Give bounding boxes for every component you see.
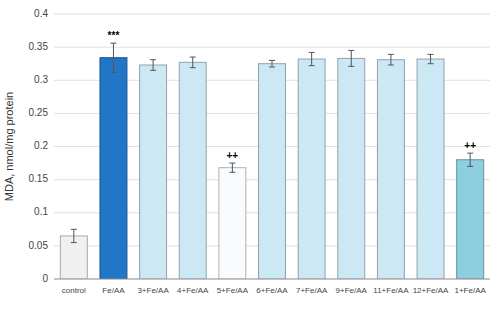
error-cap (229, 172, 235, 173)
annotation: ++ (464, 140, 476, 151)
error-cap (71, 242, 77, 243)
error-cap (110, 43, 116, 44)
y-tick-label: 0.05 (29, 240, 49, 251)
bar (377, 60, 404, 279)
x-axis: control Fe/AA 3+Fe/AA 4+Fe/AA 5+Fe/AA 6+Fe/AA… (62, 286, 487, 295)
error-line (311, 52, 312, 65)
error-cap (428, 54, 434, 55)
error-bar (71, 229, 77, 242)
x-tick-label: 4+Fe/AA (177, 286, 209, 295)
error-cap (309, 52, 315, 53)
x-tick-label: 11+Fe/AA (373, 286, 409, 295)
error-cap (110, 72, 116, 73)
error-bar (348, 50, 354, 66)
annotation: ++ (227, 150, 239, 161)
error-cap (428, 63, 434, 64)
x-tick-label: 9+Fe/AA (336, 286, 368, 295)
error-cap (150, 70, 156, 71)
error-bar (150, 60, 156, 71)
error-bar (229, 163, 235, 172)
annotations: *** ++ ++ (108, 30, 477, 161)
x-tick-label: control (62, 286, 86, 295)
error-line (113, 43, 114, 72)
bars (60, 43, 483, 279)
error-cap (229, 163, 235, 164)
annotation: *** (108, 30, 120, 41)
y-tick-label: 0.15 (29, 173, 49, 184)
error-cap (388, 54, 394, 55)
grid-line (54, 279, 490, 280)
error-bar (269, 60, 275, 67)
bar (259, 64, 286, 279)
error-line (192, 57, 193, 68)
y-axis-label: MDA, nmol/mg protein (3, 92, 15, 201)
error-cap (348, 66, 354, 67)
x-tick-label: 1+Fe/AA (455, 286, 487, 295)
y-tick-label: 0.4 (34, 8, 48, 19)
error-line (470, 153, 471, 166)
error-cap (467, 153, 473, 154)
error-cap (190, 57, 196, 58)
error-line (232, 163, 233, 172)
grid-line (54, 47, 490, 48)
error-bar (190, 57, 196, 68)
error-cap (71, 229, 77, 230)
bar (179, 62, 206, 279)
error-cap (309, 65, 315, 66)
y-tick-label: 0.1 (34, 206, 48, 217)
x-tick-label: 3+Fe/AA (137, 286, 169, 295)
grid-line (54, 14, 490, 15)
bar (457, 160, 484, 279)
y-tick-label: 0.25 (29, 107, 49, 118)
bar (100, 58, 127, 279)
y-tick-label: 0 (42, 273, 48, 284)
error-cap (190, 67, 196, 68)
x-tick-label: 7+Fe/AA (296, 286, 328, 295)
bar (219, 168, 246, 279)
error-cap (269, 67, 275, 68)
bar (60, 236, 87, 279)
error-line (430, 54, 431, 63)
x-tick-label: 6+Fe/AA (256, 286, 288, 295)
bar (140, 65, 167, 279)
error-bar (309, 52, 315, 65)
error-bar (388, 54, 394, 65)
error-bar (467, 153, 473, 166)
bar (417, 59, 444, 279)
chart: 0 0.05 0.1 0.15 0.2 0.25 0.3 0.35 0.4 control Fe/A… (0, 0, 500, 309)
y-tick-label: 0.2 (34, 140, 48, 151)
error-bar (428, 54, 434, 63)
error-line (73, 229, 74, 242)
error-cap (150, 59, 156, 60)
error-cap (348, 50, 354, 51)
bar (338, 58, 365, 279)
x-axis-line (54, 279, 490, 280)
error-line (272, 60, 273, 67)
error-bar (110, 43, 116, 72)
y-tick-label: 0.3 (34, 74, 48, 85)
bar (298, 59, 325, 279)
error-cap (388, 65, 394, 66)
x-tick-label: 12+Fe/AA (413, 286, 449, 295)
x-tick-label: 5+Fe/AA (217, 286, 249, 295)
y-tick-label: 0.35 (29, 41, 49, 52)
error-cap (269, 60, 275, 61)
x-tick-label: Fe/AA (102, 286, 125, 295)
error-line (390, 54, 391, 65)
grid (54, 14, 490, 279)
error-line (351, 50, 352, 66)
error-line (153, 60, 154, 71)
error-cap (467, 166, 473, 167)
y-axis: 0 0.05 0.1 0.15 0.2 0.25 0.3 0.35 0.4 (29, 8, 49, 284)
